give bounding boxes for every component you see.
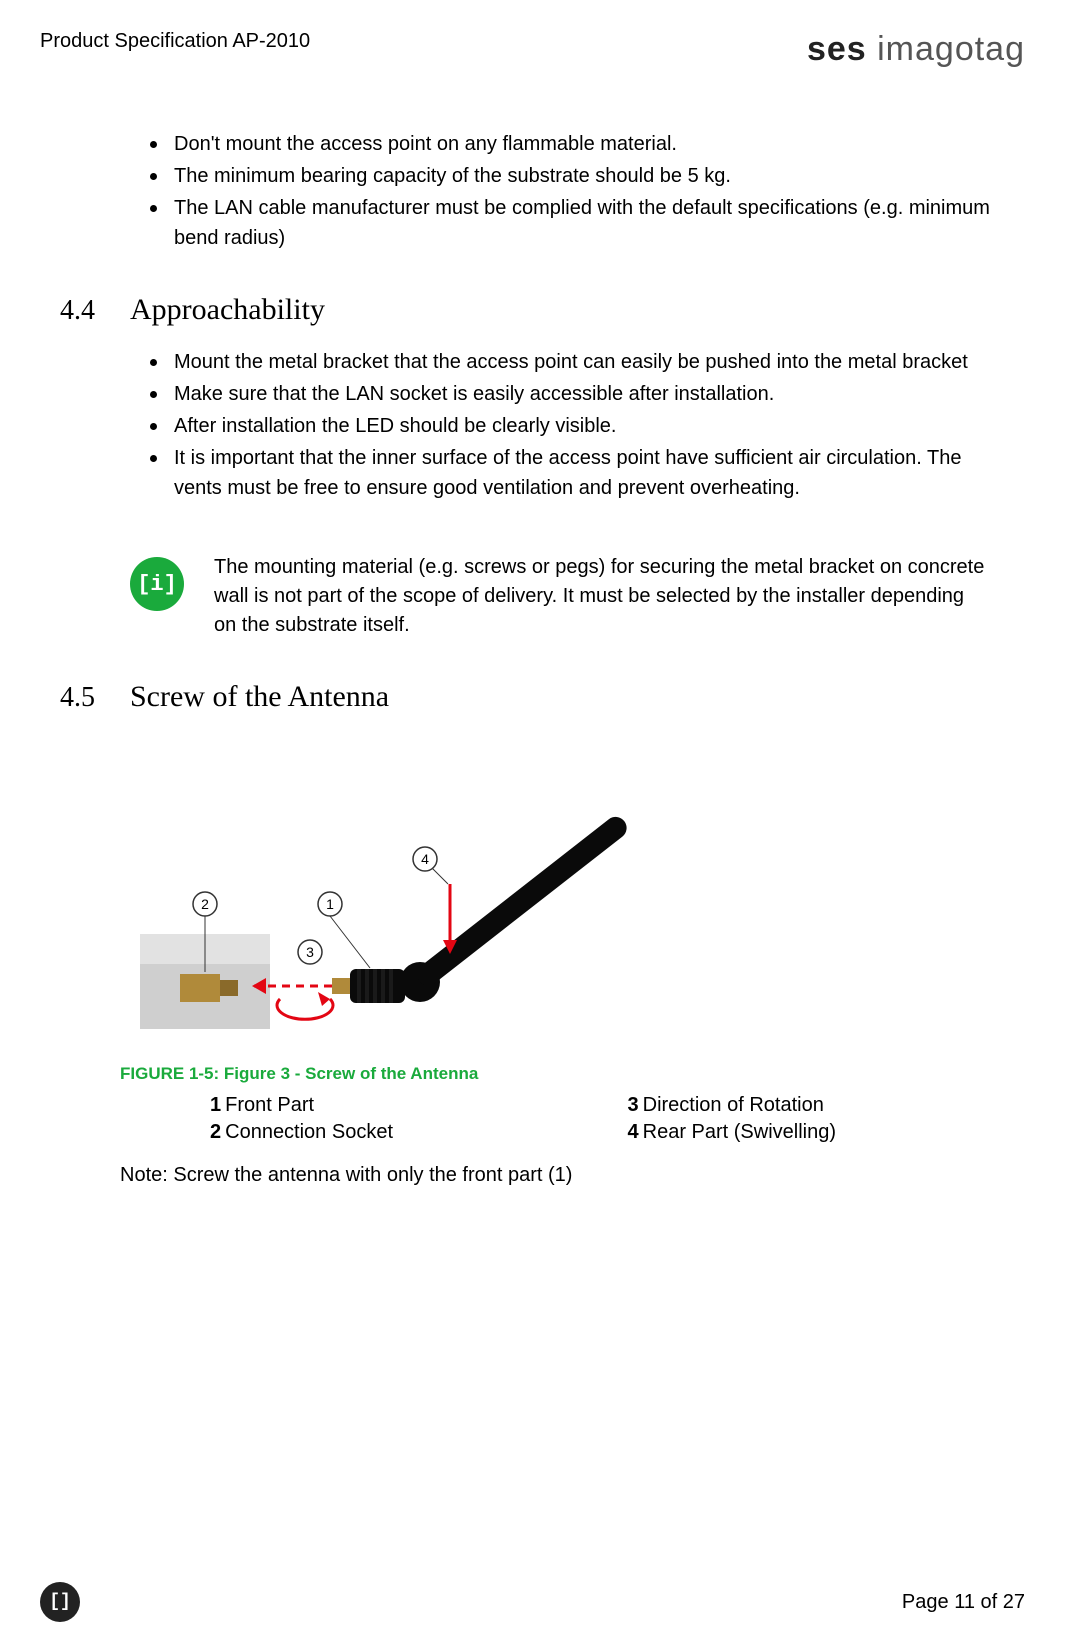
- footer-icon: []: [40, 1582, 80, 1622]
- list-item: Make sure that the LAN socket is easily …: [150, 379, 1005, 409]
- callout-1: 1: [326, 896, 334, 912]
- section-number: 4.5: [60, 682, 130, 714]
- section-heading-45: 4.5 Screw of the Antenna: [60, 680, 1005, 714]
- callout-2: 2: [201, 896, 209, 912]
- approachability-bullet-list: Mount the metal bracket that the access …: [120, 347, 1005, 503]
- logo-bold: ses: [807, 30, 867, 68]
- socket-connector: [180, 974, 220, 1002]
- brand-logo: ses imagotag: [807, 30, 1025, 69]
- list-item: The LAN cable manufacturer must be compl…: [150, 193, 1005, 253]
- legend-item: 2Connection Socket: [210, 1121, 588, 1144]
- figure-caption: FIGURE 1-5: Figure 3 - Screw of the Ante…: [120, 1064, 1005, 1084]
- antenna-figure: 2 1 3 4: [120, 744, 1005, 1044]
- figure-note: Note: Screw the antenna with only the fr…: [120, 1164, 1005, 1187]
- antenna-body: [332, 812, 631, 1003]
- legend-item: 4Rear Part (Swivelling): [628, 1121, 1006, 1144]
- red-dashed-arrow: [252, 978, 332, 994]
- info-text: The mounting material (e.g. screws or pe…: [214, 553, 985, 640]
- antenna-diagram: 2 1 3 4: [120, 744, 680, 1044]
- callout-3: 3: [306, 944, 314, 960]
- list-item: The minimum bearing capacity of the subs…: [150, 161, 1005, 191]
- info-note: [i] The mounting material (e.g. screws o…: [120, 543, 1005, 650]
- legend-item: 1Front Part: [210, 1094, 588, 1117]
- page-content: Don't mount the access point on any flam…: [40, 129, 1025, 1187]
- list-item: It is important that the inner surface o…: [150, 443, 1005, 503]
- logo-light: imagotag: [867, 30, 1025, 68]
- section-number: 4.4: [60, 295, 130, 327]
- socket-pin: [220, 980, 238, 996]
- legend-item: 3Direction of Rotation: [628, 1094, 1006, 1117]
- callout-4: 4: [421, 851, 429, 867]
- list-item: Don't mount the access point on any flam…: [150, 129, 1005, 159]
- top-bullet-list: Don't mount the access point on any flam…: [120, 129, 1005, 253]
- section-heading-44: 4.4 Approachability: [60, 293, 1005, 327]
- figure-legend: 1Front Part 3Direction of Rotation 2Conn…: [120, 1094, 1005, 1144]
- page-footer: [] Page 11 of 27: [40, 1582, 1025, 1622]
- info-icon: [i]: [130, 557, 184, 611]
- page-number: Page 11 of 27: [902, 1591, 1025, 1614]
- list-item: After installation the LED should be cle…: [150, 411, 1005, 441]
- rotation-arrow: [277, 992, 333, 1019]
- rear-arrow: [443, 884, 457, 954]
- section-title: Approachability: [130, 293, 325, 327]
- page-header: Product Specification AP-2010 ses imagot…: [40, 30, 1025, 69]
- doc-title: Product Specification AP-2010: [40, 30, 310, 53]
- section-title: Screw of the Antenna: [130, 680, 389, 714]
- list-item: Mount the metal bracket that the access …: [150, 347, 1005, 377]
